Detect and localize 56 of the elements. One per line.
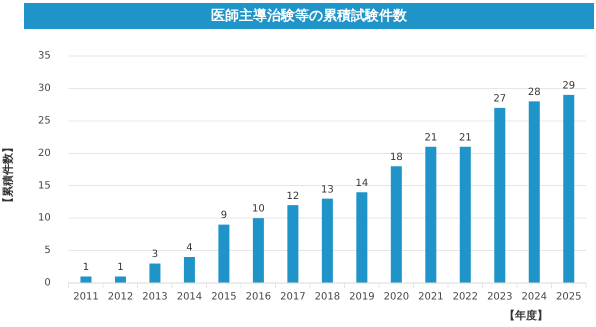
data-label: 21 xyxy=(424,132,438,144)
x-tick-label: 2025 xyxy=(556,292,582,303)
x-tick-label: 2021 xyxy=(418,292,444,303)
bar xyxy=(322,198,333,282)
bar xyxy=(80,276,92,282)
x-tick-label: 2018 xyxy=(314,292,340,303)
x-tick-label: 2019 xyxy=(349,292,375,303)
data-label: 14 xyxy=(355,178,368,189)
data-label: 29 xyxy=(562,80,576,92)
bar xyxy=(149,264,160,282)
x-tick-label: 2014 xyxy=(176,292,202,303)
bar xyxy=(494,108,506,282)
bar xyxy=(218,224,230,282)
y-tick-label: 30 xyxy=(38,83,51,94)
bar xyxy=(184,257,195,282)
y-tick-label: 15 xyxy=(38,180,51,192)
data-label: 1 xyxy=(82,262,90,274)
data-label: 3 xyxy=(152,249,158,260)
x-tick-label: 2017 xyxy=(280,292,306,303)
x-tick-label: 2024 xyxy=(522,292,547,303)
bar xyxy=(114,276,126,282)
x-tick-label: 2023 xyxy=(487,292,513,303)
data-label: 9 xyxy=(220,210,228,222)
x-tick-label: 2022 xyxy=(452,292,478,303)
data-label: 12 xyxy=(286,190,300,202)
y-tick-label: 25 xyxy=(38,115,51,126)
bar xyxy=(390,166,402,282)
x-axis-title: 【年度】 xyxy=(504,308,548,323)
y-axis-title: 【累積件数】 xyxy=(0,142,16,208)
data-label: 21 xyxy=(458,132,472,144)
bar xyxy=(356,192,368,282)
y-tick-label: 5 xyxy=(44,245,51,256)
y-tick-label: 0 xyxy=(44,278,51,289)
data-label: 27 xyxy=(493,93,506,104)
y-tick-label: 35 xyxy=(38,50,51,62)
data-label: 18 xyxy=(390,152,403,163)
bar xyxy=(563,94,574,282)
x-tick-label: 2013 xyxy=(142,292,168,303)
chart-title: 医師主導治験等の累積試験件数 xyxy=(24,3,594,29)
bar xyxy=(252,218,264,282)
x-tick-label: 2012 xyxy=(108,292,134,303)
bar xyxy=(287,205,298,282)
y-tick-label: 10 xyxy=(38,212,51,224)
x-tick-label: 2015 xyxy=(211,292,237,303)
x-tick-label: 2011 xyxy=(73,292,99,303)
data-label: 1 xyxy=(117,262,124,274)
bar xyxy=(425,146,436,282)
bar xyxy=(460,146,471,282)
data-label: 4 xyxy=(186,242,193,254)
bar xyxy=(528,101,540,282)
data-label: 10 xyxy=(252,204,265,215)
data-label: 28 xyxy=(528,86,541,98)
data-label: 13 xyxy=(320,184,334,196)
x-tick-label: 2016 xyxy=(246,292,272,303)
x-tick-label: 2020 xyxy=(384,292,410,303)
y-tick-label: 20 xyxy=(38,148,51,159)
